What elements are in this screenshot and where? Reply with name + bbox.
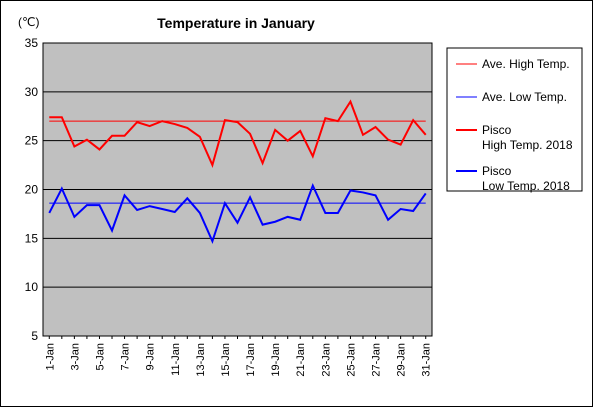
y-tick-label: 25 <box>25 134 39 148</box>
x-tick-label: 15-Jan <box>220 343 232 377</box>
legend-label: Low Temp. 2018 <box>482 179 570 193</box>
x-tick-label: 5-Jan <box>94 343 106 371</box>
legend-label: Ave. Low Temp. <box>482 90 567 104</box>
y-tick-label: 30 <box>25 85 39 99</box>
x-tick-label: 13-Jan <box>195 343 207 377</box>
chart-title: Temperature in January <box>157 15 315 31</box>
x-tick-label: 7-Jan <box>120 343 132 371</box>
x-tick-label: 19-Jan <box>270 343 282 377</box>
x-tick-label: 9-Jan <box>145 343 157 371</box>
legend-label: Pisco <box>482 123 512 137</box>
legend-label: Pisco <box>482 164 512 178</box>
x-tick-label: 27-Jan <box>371 343 383 377</box>
legend-label: High Temp. 2018 <box>482 138 573 152</box>
x-tick-label: 23-Jan <box>320 343 332 377</box>
x-tick-label: 25-Jan <box>345 343 357 377</box>
x-tick-label: 29-Jan <box>396 343 408 377</box>
x-tick-label: 1-Jan <box>44 343 56 371</box>
legend-label: Ave. High Temp. <box>482 57 570 71</box>
y-tick-label: 15 <box>25 231 39 245</box>
y-tick-label: 5 <box>31 329 38 343</box>
y-tick-label: 10 <box>25 280 39 294</box>
unit-label: (℃) <box>18 15 39 29</box>
x-tick-label: 17-Jan <box>245 343 257 377</box>
x-tick-label: 31-Jan <box>421 343 433 377</box>
y-tick-label: 20 <box>25 183 39 197</box>
x-tick-label: 3-Jan <box>69 343 81 371</box>
x-tick-label: 21-Jan <box>295 343 307 377</box>
y-tick-label: 35 <box>25 36 39 50</box>
x-tick-label: 11-Jan <box>170 343 182 376</box>
